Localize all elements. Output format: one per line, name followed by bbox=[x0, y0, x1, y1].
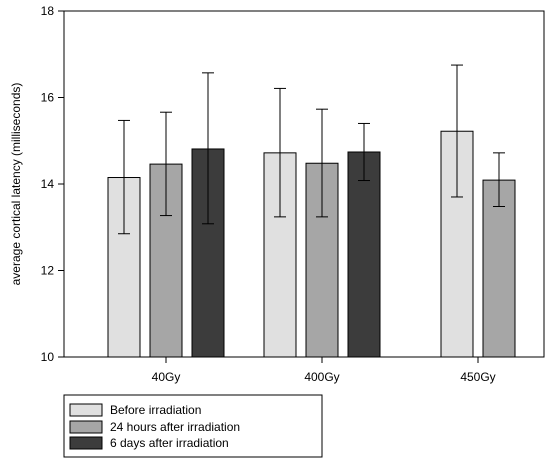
bar bbox=[347, 151, 381, 358]
legend-swatch-24h bbox=[69, 420, 103, 434]
y-tick-label: 10 bbox=[41, 350, 55, 364]
x-tick-label: 40Gy bbox=[152, 370, 181, 384]
legend-swatch-6d bbox=[69, 436, 103, 450]
y-tick-label: 12 bbox=[41, 264, 55, 278]
y-tick-label: 16 bbox=[41, 91, 55, 105]
y-axis-title: average cortical latency (milliseconds) bbox=[9, 83, 23, 286]
legend-swatch-before bbox=[69, 403, 103, 417]
legend-box bbox=[63, 394, 323, 458]
legend: Before irradiation 24 hours after irradi… bbox=[63, 394, 323, 458]
bar bbox=[482, 179, 516, 358]
plot-area: 10 12 14 16 18 40Gy 400Gy 450Gy bbox=[41, 4, 516, 384]
legend-label-6d: 6 days after irradiation bbox=[110, 436, 229, 450]
legend-label-before: Before irradiation bbox=[110, 403, 201, 417]
y-tick-label: 18 bbox=[41, 4, 55, 18]
legend-label-24h: 24 hours after irradiation bbox=[110, 420, 240, 434]
x-tick-label: 400Gy bbox=[304, 370, 339, 384]
plot-frame bbox=[63, 10, 545, 358]
x-tick-label: 450Gy bbox=[460, 370, 495, 384]
y-tick-label: 14 bbox=[41, 177, 55, 191]
